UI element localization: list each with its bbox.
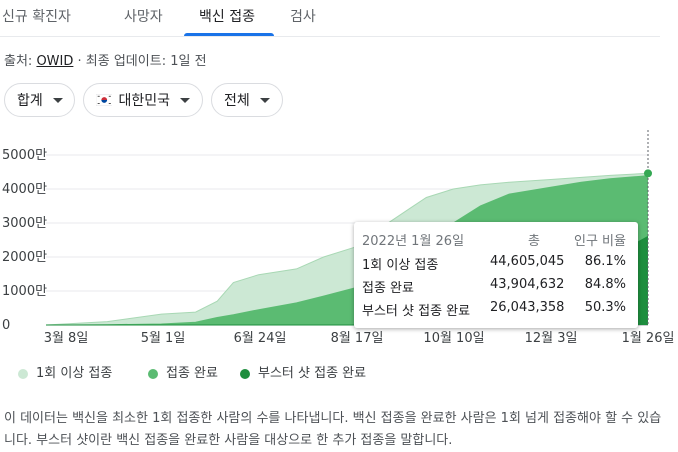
chevron-down-icon <box>52 97 63 103</box>
y-tick-label: 0 <box>2 318 10 333</box>
tooltip-row-total: 26,043,358 <box>490 300 565 315</box>
source-link[interactable]: OWID <box>36 54 74 69</box>
legend-swatch <box>18 368 28 379</box>
tooltip-col-ratio: 인구 비율 <box>574 234 626 249</box>
country-filter-dropdown[interactable]: 대한민국 <box>83 83 203 117</box>
tooltip-row: 1회 이상 접종 44,605,045 86.1% <box>362 254 626 276</box>
tab-bar: 신규 확진자 사망자 백신 접종 검사 <box>0 0 660 37</box>
total-filter-label: 합계 <box>17 93 43 109</box>
chevron-down-icon <box>259 97 270 103</box>
x-tick-label: 5월 1일 <box>141 331 186 346</box>
legend-swatch <box>240 368 250 379</box>
legend-item-complete: 접종 완료 <box>148 362 218 381</box>
tooltip-row-label: 부스터 샷 접종 완료 <box>362 304 471 319</box>
legend-item-at-least-one: 1회 이상 접종 <box>18 362 112 381</box>
tooltip-col-total: 총 <box>528 234 540 249</box>
legend-label: 접종 완료 <box>166 366 218 381</box>
tooltip-header-row: 2022년 1월 26일 총 인구 비율 <box>362 230 626 252</box>
tab-new-cases[interactable]: 신규 확진자 <box>2 9 71 25</box>
tooltip-row-total: 44,605,045 <box>490 254 565 269</box>
total-filter-dropdown[interactable]: 합계 <box>4 83 75 117</box>
tooltip-row-label: 접종 완료 <box>362 281 414 296</box>
korea-flag-icon <box>96 94 113 106</box>
country-filter-label: 대한민국 <box>118 93 170 109</box>
active-tab-indicator <box>184 33 274 36</box>
tooltip-row-ratio: 84.8% <box>584 277 626 292</box>
y-tick-label: 4000만 <box>2 182 47 197</box>
chevron-down-icon <box>180 97 190 103</box>
source-prefix: 출처: <box>4 54 33 69</box>
tooltip-row-label: 1회 이상 접종 <box>362 258 439 273</box>
legend-item-booster: 부스터 샷 접종 완료 <box>240 362 366 381</box>
x-tick-label: 3월 8일 <box>44 331 89 346</box>
y-tick-label: 1000만 <box>2 284 47 299</box>
tooltip-row: 접종 완료 43,904,632 84.8% <box>362 277 626 299</box>
source-line: 출처: OWID · 최종 업데이트: 1일 전 <box>4 50 207 69</box>
tab-deaths[interactable]: 사망자 <box>124 9 163 25</box>
scope-filter-label: 전체 <box>224 93 250 109</box>
scope-filter-dropdown[interactable]: 전체 <box>211 83 283 117</box>
tab-testing[interactable]: 검사 <box>290 9 316 25</box>
tab-vaccination[interactable]: 백신 접종 <box>199 9 255 25</box>
tooltip-row-total: 43,904,632 <box>490 277 565 292</box>
y-tick-label: 5000만 <box>2 148 47 163</box>
x-tick-label: 6월 24일 <box>234 331 287 346</box>
legend-swatch <box>148 368 158 379</box>
x-tick-label: 8월 17일 <box>331 331 384 346</box>
tooltip-row-ratio: 50.3% <box>584 300 626 315</box>
tooltip-row: 부스터 샷 접종 완료 26,043,358 50.3% <box>362 300 626 322</box>
hover-point <box>644 169 652 178</box>
chart-description: 이 데이터는 백신을 최소한 1회 접종한 사람의 수를 나타냅니다. 백신 접… <box>4 411 662 448</box>
tooltip-row-ratio: 86.1% <box>584 254 626 269</box>
legend-label: 1회 이상 접종 <box>36 366 113 381</box>
x-tick-label: 10월 10일 <box>423 331 484 346</box>
x-tick-label: 1월 26일 <box>622 331 675 346</box>
y-tick-label: 2000만 <box>2 250 47 265</box>
last-updated: · 최종 업데이트: 1일 전 <box>77 54 207 69</box>
y-tick-label: 3000만 <box>2 216 47 231</box>
chart-tooltip: 2022년 1월 26일 총 인구 비율 1회 이상 접종 44,605,045… <box>354 222 638 328</box>
tooltip-date: 2022년 1월 26일 <box>362 234 465 249</box>
legend-label: 부스터 샷 접종 완료 <box>258 366 367 381</box>
x-tick-label: 12월 3일 <box>525 331 578 346</box>
